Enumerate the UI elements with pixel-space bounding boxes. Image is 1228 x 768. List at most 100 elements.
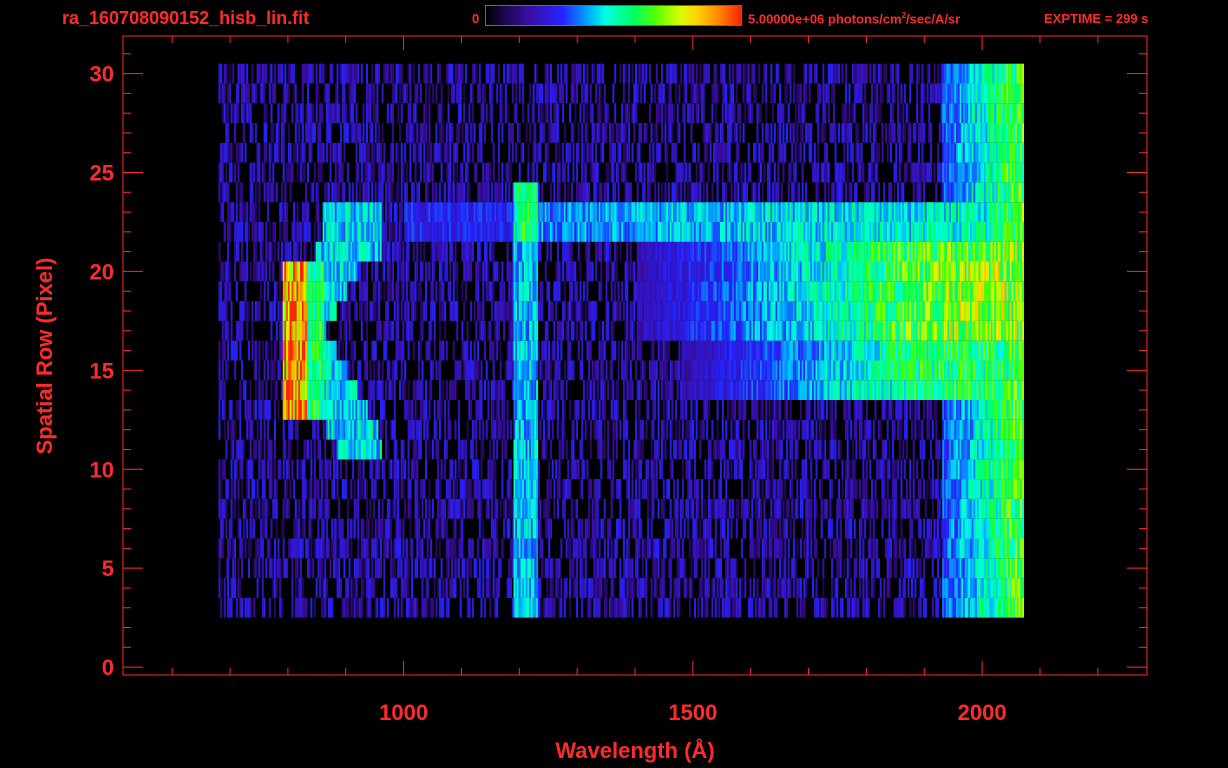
heatmap-cell <box>1008 538 1011 559</box>
heatmap-cell <box>246 459 249 480</box>
heatmap-cell <box>560 419 563 440</box>
heatmap-cell <box>379 597 382 618</box>
heatmap-cell <box>333 380 335 400</box>
heatmap-cell <box>274 538 276 559</box>
heatmap-cell <box>827 380 830 400</box>
heatmap-cell <box>621 518 624 539</box>
heatmap-cell <box>1018 439 1021 460</box>
heatmap-cell <box>690 479 693 499</box>
heatmap-cell <box>695 479 698 499</box>
heatmap-cell <box>846 538 849 559</box>
heatmap-cell <box>699 340 702 361</box>
heatmap-cell <box>780 479 783 499</box>
heatmap-cell <box>685 400 688 420</box>
heatmap-cell <box>987 340 990 361</box>
heatmap-cell <box>433 558 436 579</box>
heatmap-cell <box>1008 380 1011 400</box>
heatmap-cell <box>274 479 276 499</box>
heatmap-cell <box>536 320 539 341</box>
heatmap-cell <box>548 558 551 579</box>
heatmap-cell <box>735 498 738 519</box>
heatmap-cell <box>576 597 578 618</box>
heatmap-cell <box>577 459 580 480</box>
heatmap-cell <box>714 498 717 519</box>
heatmap-cell <box>680 518 683 539</box>
heatmap-cell <box>617 301 620 321</box>
heatmap-cell <box>353 558 356 579</box>
heatmap-cell <box>223 578 226 598</box>
heatmap-cell <box>787 360 790 381</box>
heatmap-cell <box>536 597 539 618</box>
heatmap-cell <box>713 578 716 598</box>
heatmap-cell <box>954 380 957 400</box>
heatmap-cell <box>836 518 839 539</box>
heatmap-cell <box>970 597 972 618</box>
heatmap-cell <box>267 360 270 381</box>
heatmap-cell <box>357 498 360 519</box>
heatmap-cell <box>548 498 551 519</box>
heatmap-cell <box>978 419 981 440</box>
heatmap-cell <box>220 498 223 519</box>
heatmap-cell <box>987 301 990 321</box>
heatmap-cell <box>324 558 327 579</box>
heatmap-cell <box>746 498 749 519</box>
heatmap-cell <box>668 558 670 579</box>
heatmap-cell <box>345 320 348 341</box>
heatmap-cell <box>489 538 492 559</box>
heatmap-cell <box>602 518 604 539</box>
heatmap-cell <box>997 439 1000 460</box>
heatmap-cell <box>416 518 419 539</box>
heatmap-cell <box>706 597 709 618</box>
heatmap-cell <box>898 400 901 420</box>
heatmap-cell <box>300 320 302 341</box>
heatmap-cell <box>326 340 329 361</box>
heatmap-cell <box>687 498 690 519</box>
heatmap-cell <box>952 578 955 598</box>
heatmap-cell <box>786 498 788 519</box>
heatmap-cell <box>834 439 837 460</box>
heatmap-cell <box>319 380 322 400</box>
heatmap-cell <box>832 597 835 618</box>
heatmap-cell <box>239 518 242 539</box>
heatmap-cell <box>645 578 648 598</box>
heatmap-cell <box>855 558 858 579</box>
heatmap-cell <box>1018 578 1021 598</box>
heatmap-cell <box>449 380 452 400</box>
heatmap-cell <box>520 578 523 598</box>
heatmap-cell <box>622 360 625 381</box>
heatmap-cell <box>950 301 953 321</box>
heatmap-cell <box>749 578 752 598</box>
heatmap-cell <box>996 538 998 559</box>
heatmap-cell <box>749 439 752 460</box>
heatmap-cell <box>983 380 986 400</box>
heatmap-cell <box>949 479 952 499</box>
heatmap-cell <box>765 419 768 440</box>
heatmap-cell <box>477 459 480 480</box>
heatmap-cell <box>676 558 679 579</box>
heatmap-cell <box>511 360 514 381</box>
heatmap-cell <box>919 380 922 400</box>
heatmap-cell <box>838 498 841 519</box>
heatmap-cell <box>617 479 620 499</box>
heatmap-cell <box>555 380 558 400</box>
heatmap-cell <box>935 320 938 341</box>
heatmap-cell <box>928 380 931 400</box>
heatmap-cell <box>789 340 792 361</box>
heatmap-cell <box>864 578 867 598</box>
heatmap-cell <box>893 479 896 499</box>
heatmap-cell <box>251 301 254 321</box>
heatmap-cell <box>315 380 318 400</box>
heatmap-cell <box>968 459 971 480</box>
heatmap-cell <box>949 439 952 460</box>
heatmap-cell <box>904 340 906 361</box>
heatmap-cell <box>225 498 228 519</box>
heatmap-cell <box>279 301 282 321</box>
heatmap-cell <box>855 320 858 341</box>
heatmap-cell <box>730 419 733 440</box>
heatmap-cell <box>673 498 676 519</box>
heatmap-cell <box>539 518 542 539</box>
file-name-title: ra_160708090152_hisb_lin.fit <box>62 8 310 28</box>
heatmap-cell <box>227 597 230 618</box>
heatmap-cell <box>635 419 637 440</box>
heatmap-cell <box>291 538 294 559</box>
